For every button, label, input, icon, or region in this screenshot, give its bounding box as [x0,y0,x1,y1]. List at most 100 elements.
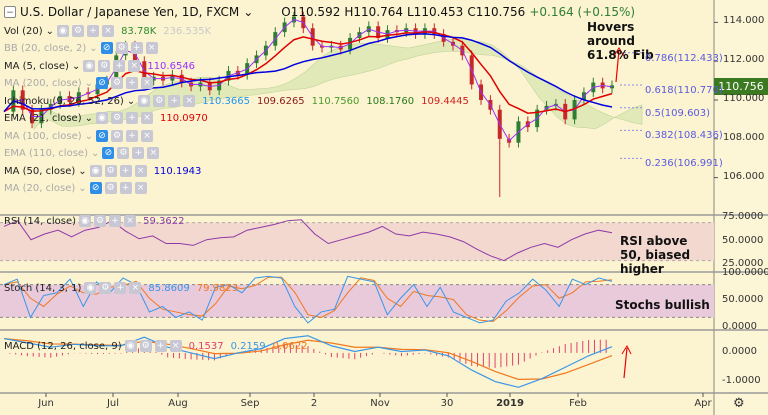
plus-icon[interactable]: + [130,42,143,54]
gear-icon[interactable]: ⚙ [153,95,166,107]
indicator-legend[interactable]: MA (50, close) ⌄ ◉ ⚙ + × 110.1943 [4,164,201,178]
indicator-legend[interactable]: EMA (21, close) ⌄ ◉ ⚙ + × 110.0970 [4,111,208,125]
indicator-legend[interactable]: MA (20, close) ⌄ ⊘ ⚙ + × [4,181,147,195]
eye-icon[interactable]: ◉ [89,165,102,177]
gear-icon[interactable]: ⚙ [111,112,123,124]
eye-off-icon[interactable]: ⊘ [96,130,109,142]
gear-icon[interactable]: ⚙ [104,165,117,177]
eye-icon[interactable]: ◉ [124,340,137,352]
indicator-value: 110.3665 [202,95,250,107]
eye-icon[interactable]: ◉ [57,25,70,37]
gear-icon[interactable]: ⚙ [104,182,117,194]
time-tick-label: Apr [694,398,712,409]
gear-icon[interactable]: ⚙ [111,77,124,89]
price-tick-label: 114.000 [723,15,765,27]
close-icon[interactable]: × [145,42,158,54]
gear-icon[interactable]: ⚙ [117,147,130,159]
plus-icon[interactable]: + [87,25,100,37]
eye-icon[interactable]: ◉ [79,215,92,227]
ma50-line [3,33,613,113]
chevron-down-icon[interactable]: ⌄ [126,95,136,107]
close-icon[interactable]: × [102,25,115,37]
time-tick-label: 30 [440,398,454,409]
close-icon[interactable]: × [124,215,137,227]
close-icon[interactable]: × [141,130,154,142]
plus-icon[interactable]: + [126,77,139,89]
rsi-legend[interactable]: RSI (14, close) ◉ ⚙ + × 59.3622 [4,214,184,228]
stoch-tick-label: 0.0000 [722,321,757,333]
price-tick-label: 110.000 [723,93,765,104]
plus-icon[interactable]: + [168,95,181,107]
chevron-down-icon[interactable]: ⌄ [84,130,94,142]
gear-icon[interactable]: ⚙ [94,215,107,227]
indicator-legend[interactable]: MA (200, close) ⌄ ⊘ ⚙ + × [4,76,154,90]
chevron-down-icon[interactable]: ⌄ [84,77,94,89]
ema21-line [3,31,613,114]
stoch-k-value: 85.8609 [148,282,190,294]
eye-icon[interactable]: ◉ [96,112,108,124]
gear-icon[interactable]: ⚙ [111,130,124,142]
up-arrow-head [613,47,625,57]
settings-gear-icon[interactable]: ⚙ [733,396,745,411]
indicator-legend[interactable]: BB (20, close, 2) ⌄ ⊘ ⚙ + × [4,41,158,55]
close-icon[interactable]: × [134,182,147,194]
eye-off-icon[interactable]: ⊘ [102,147,115,159]
eye-icon[interactable]: ◉ [83,60,96,72]
indicator-legend[interactable]: MA (100, close) ⌄ ⊘ ⚙ + × [4,129,154,143]
indicator-value: 108.1760 [366,95,415,107]
indicator-legend[interactable]: Ichimoku (9, 26, 52, 26) ⌄ ◉ ⚙ + × 110.3665 109… [4,94,469,108]
eye-icon[interactable]: ◉ [138,95,151,107]
gear-icon[interactable]: ⚙ [115,42,128,54]
close-icon[interactable]: × [129,282,142,294]
chevron-down-icon[interactable]: ⌄ [84,112,93,124]
eye-off-icon[interactable]: ⊘ [89,182,102,194]
close-icon[interactable]: × [183,95,196,107]
close-icon[interactable]: × [128,60,141,72]
stoch-legend[interactable]: Stoch (14, 3, 1) ◉ ⚙ + × 85.8609 79.9823 [4,281,238,295]
indicator-legend[interactable]: MA (5, close) ⌄ ◉ ⚙ + × 110.6546 [4,59,195,73]
symbol-title[interactable]: U.S. Dollar / Japanese Yen, 1D, FXCM [20,5,240,19]
plus-icon[interactable]: + [114,282,127,294]
close-icon[interactable]: × [134,165,147,177]
chevron-down-icon[interactable]: ⌄ [45,25,55,37]
up-arrow [623,347,628,379]
plus-icon[interactable]: + [154,340,167,352]
gear-icon[interactable]: ⚙ [139,340,152,352]
close-icon[interactable]: × [141,112,153,124]
plus-icon[interactable]: + [113,60,126,72]
fib-level-label: 0.618(110.770) [645,85,723,97]
collapse-icon[interactable]: − [4,6,16,18]
plus-icon[interactable]: + [119,182,132,194]
gear-icon[interactable]: ⚙ [98,60,111,72]
indicator-label: EMA (110, close) [4,147,88,159]
close-icon[interactable]: × [169,340,182,352]
eye-off-icon[interactable]: ⊘ [96,77,109,89]
close-icon[interactable]: × [147,147,160,159]
plus-icon[interactable]: + [126,112,138,124]
chevron-down-icon[interactable]: ⌄ [78,182,87,194]
rsi-value: 59.3622 [143,215,185,227]
chevron-down-icon[interactable]: ⌄ [89,42,98,54]
price-tick-label: 112.000 [723,54,765,66]
chevron-down-icon[interactable]: ⌄ [243,5,254,19]
eye-icon[interactable]: ◉ [84,282,97,294]
plus-icon[interactable]: + [126,130,139,142]
indicator-label: BB (20, close, 2) [4,42,87,54]
indicator-legend[interactable]: EMA (110, close) ⌄ ⊘ ⚙ + × [4,146,160,160]
chevron-down-icon[interactable]: ⌄ [78,165,87,177]
rsi-band [0,222,714,261]
indicator-label: MA (100, close) [4,130,82,142]
change-value: +0.164 (+0.15%) [529,5,636,19]
plus-icon[interactable]: + [119,165,132,177]
chevron-down-icon[interactable]: ⌄ [90,147,100,159]
plus-icon[interactable]: + [132,147,145,159]
plus-icon[interactable]: + [109,215,122,227]
macd-legend[interactable]: MACD (12, 26, close, 9) ◉ ⚙ + × 0.1537 0.2159 0… [4,339,308,353]
indicator-legend[interactable]: Vol (20) ⌄ ◉ ⚙ + × 83.78K 236.535K [4,24,211,38]
gear-icon[interactable]: ⚙ [72,25,85,37]
close-icon[interactable]: × [141,77,154,89]
eye-off-icon[interactable]: ⊘ [100,42,113,54]
gear-icon[interactable]: ⚙ [99,282,112,294]
chevron-down-icon[interactable]: ⌄ [71,60,81,72]
